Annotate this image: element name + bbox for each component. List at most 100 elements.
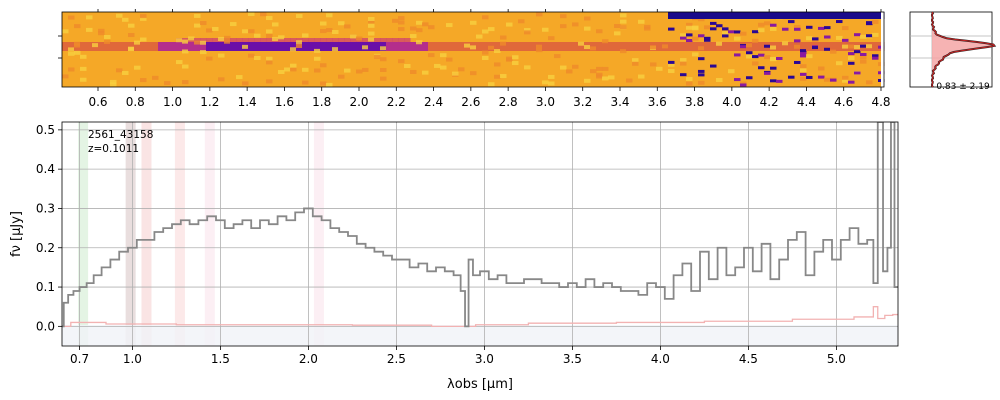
heatmap-noise-cell — [842, 26, 849, 31]
emission-band — [174, 122, 185, 346]
heatmap-noise-cell — [212, 26, 219, 31]
heatmap-tick-label: 3.6 — [648, 95, 667, 109]
heatmap-noise-cell — [860, 55, 867, 60]
heatmap-noise-cell — [686, 81, 693, 86]
x-tick-label: 3.0 — [475, 352, 494, 366]
heatmap-tick-label: 3.0 — [536, 95, 555, 109]
heatmap-noise-cell — [848, 52, 855, 56]
heatmap-noise-cell — [668, 69, 675, 74]
heatmap-noise-cell — [650, 62, 657, 67]
heatmap-noise-cell — [338, 74, 345, 79]
heatmap-edge-cell — [704, 12, 711, 19]
heatmap-noise-cell — [488, 82, 495, 87]
x-tick-label: 5.0 — [827, 352, 846, 366]
heatmap-noise-cell — [866, 21, 873, 25]
heatmap-trace-cell — [68, 42, 75, 51]
heatmap-noise-cell — [668, 62, 675, 67]
heatmap-noise-cell — [716, 41, 723, 46]
heatmap-trace-cell — [818, 42, 825, 51]
x-tick-label: 2.5 — [387, 352, 406, 366]
heatmap-trace-cell — [428, 42, 435, 51]
emission-band — [204, 122, 215, 346]
heatmap-noise-cell — [704, 36, 711, 40]
heatmap-halo-cell — [332, 38, 339, 42]
heatmap-noise-cell — [410, 69, 417, 74]
heatmap-halo-cell — [344, 38, 351, 42]
heatmap-trace-cell — [806, 42, 813, 51]
heatmap-noise-cell — [296, 43, 303, 48]
heatmap-noise-cell — [866, 34, 873, 38]
heatmap-noise-cell — [380, 67, 387, 72]
heatmap-trace-cell — [686, 42, 693, 51]
heatmap-edge-cell — [842, 12, 849, 19]
heatmap-noise-cell — [710, 27, 717, 31]
heatmap-noise-cell — [620, 49, 627, 54]
heatmap-noise-cell — [686, 25, 693, 30]
heatmap-noise-cell — [320, 63, 327, 68]
heatmap-noise-cell — [806, 36, 813, 41]
heatmap-noise-cell — [824, 35, 831, 39]
heatmap-trace-cell — [530, 42, 537, 51]
heatmap-noise-cell — [116, 68, 123, 73]
heatmap-noise-cell — [602, 76, 609, 81]
heatmap-halo-cell — [398, 38, 405, 42]
heatmap-noise-cell — [794, 44, 801, 49]
heatmap-edge-cell — [812, 12, 819, 19]
heatmap-noise-cell — [422, 22, 429, 27]
heatmap-noise-cell — [200, 50, 207, 55]
heatmap-noise-cell — [722, 27, 729, 31]
heatmap-noise-cell — [680, 36, 687, 40]
heatmap-noise-cell — [68, 51, 75, 56]
heatmap-noise-cell — [542, 27, 549, 32]
heatmap-trace-cell — [314, 42, 321, 51]
heatmap-noise-cell — [404, 64, 411, 69]
heatmap-trace-cell — [332, 42, 339, 51]
heatmap-noise-cell — [224, 39, 231, 44]
heatmap-noise-cell — [818, 75, 825, 79]
heatmap-noise-cell — [800, 51, 807, 55]
heatmap-noise-cell — [338, 21, 345, 26]
heatmap-noise-cell — [854, 71, 861, 75]
heatmap-noise-cell — [860, 52, 867, 56]
heatmap-noise-cell — [872, 56, 879, 60]
heatmap-noise-cell — [824, 26, 831, 30]
heatmap-edge-cell — [668, 12, 675, 19]
heatmap-noise-cell — [200, 21, 207, 26]
heatmap-noise-cell — [638, 19, 645, 24]
heatmap-noise-cell — [206, 56, 213, 61]
heatmap-trace-cell — [494, 42, 501, 51]
heatmap-noise-cell — [518, 19, 525, 24]
heatmap-noise-cell — [248, 53, 255, 58]
heatmap-noise-cell — [668, 27, 675, 31]
heatmap-edge-cell — [782, 12, 789, 19]
heatmap-noise-cell — [860, 59, 867, 64]
heatmap-noise-cell — [764, 55, 771, 60]
heatmap-tick-label: 1.6 — [275, 95, 294, 109]
heatmap-noise-cell — [266, 29, 273, 34]
heatmap-noise-cell — [848, 61, 855, 65]
heatmap-noise-cell — [752, 30, 759, 34]
heatmap-noise-cell — [848, 56, 855, 61]
heatmap-noise-cell — [698, 57, 705, 61]
x-tick-label: 3.5 — [563, 352, 582, 366]
error-series-line — [62, 306, 898, 328]
plot-frame — [61, 121, 899, 347]
heatmap-trace-cell — [368, 42, 375, 51]
heatmap-noise-cell — [686, 22, 693, 27]
heatmap-noise-cell — [74, 24, 81, 29]
heatmap-noise-cell — [716, 24, 723, 28]
heatmap-noise-cell — [758, 66, 765, 70]
heatmap-edge-cell — [746, 12, 753, 19]
heatmap-noise-cell — [470, 20, 477, 25]
heatmap-trace-cell — [476, 42, 483, 51]
heatmap-edge-cell — [728, 12, 735, 19]
heatmap-noise-cell — [650, 45, 657, 50]
heatmap-noise-cell — [536, 48, 543, 53]
heatmap-noise-cell — [692, 52, 699, 57]
heatmap-noise-cell — [218, 37, 225, 42]
heatmap-noise-cell — [494, 74, 501, 79]
heatmap-noise-cell — [134, 65, 141, 70]
heatmap-trace-cell — [194, 42, 201, 51]
heatmap-trace-cell — [560, 42, 567, 51]
heatmap-tick-label: 2.6 — [461, 95, 480, 109]
